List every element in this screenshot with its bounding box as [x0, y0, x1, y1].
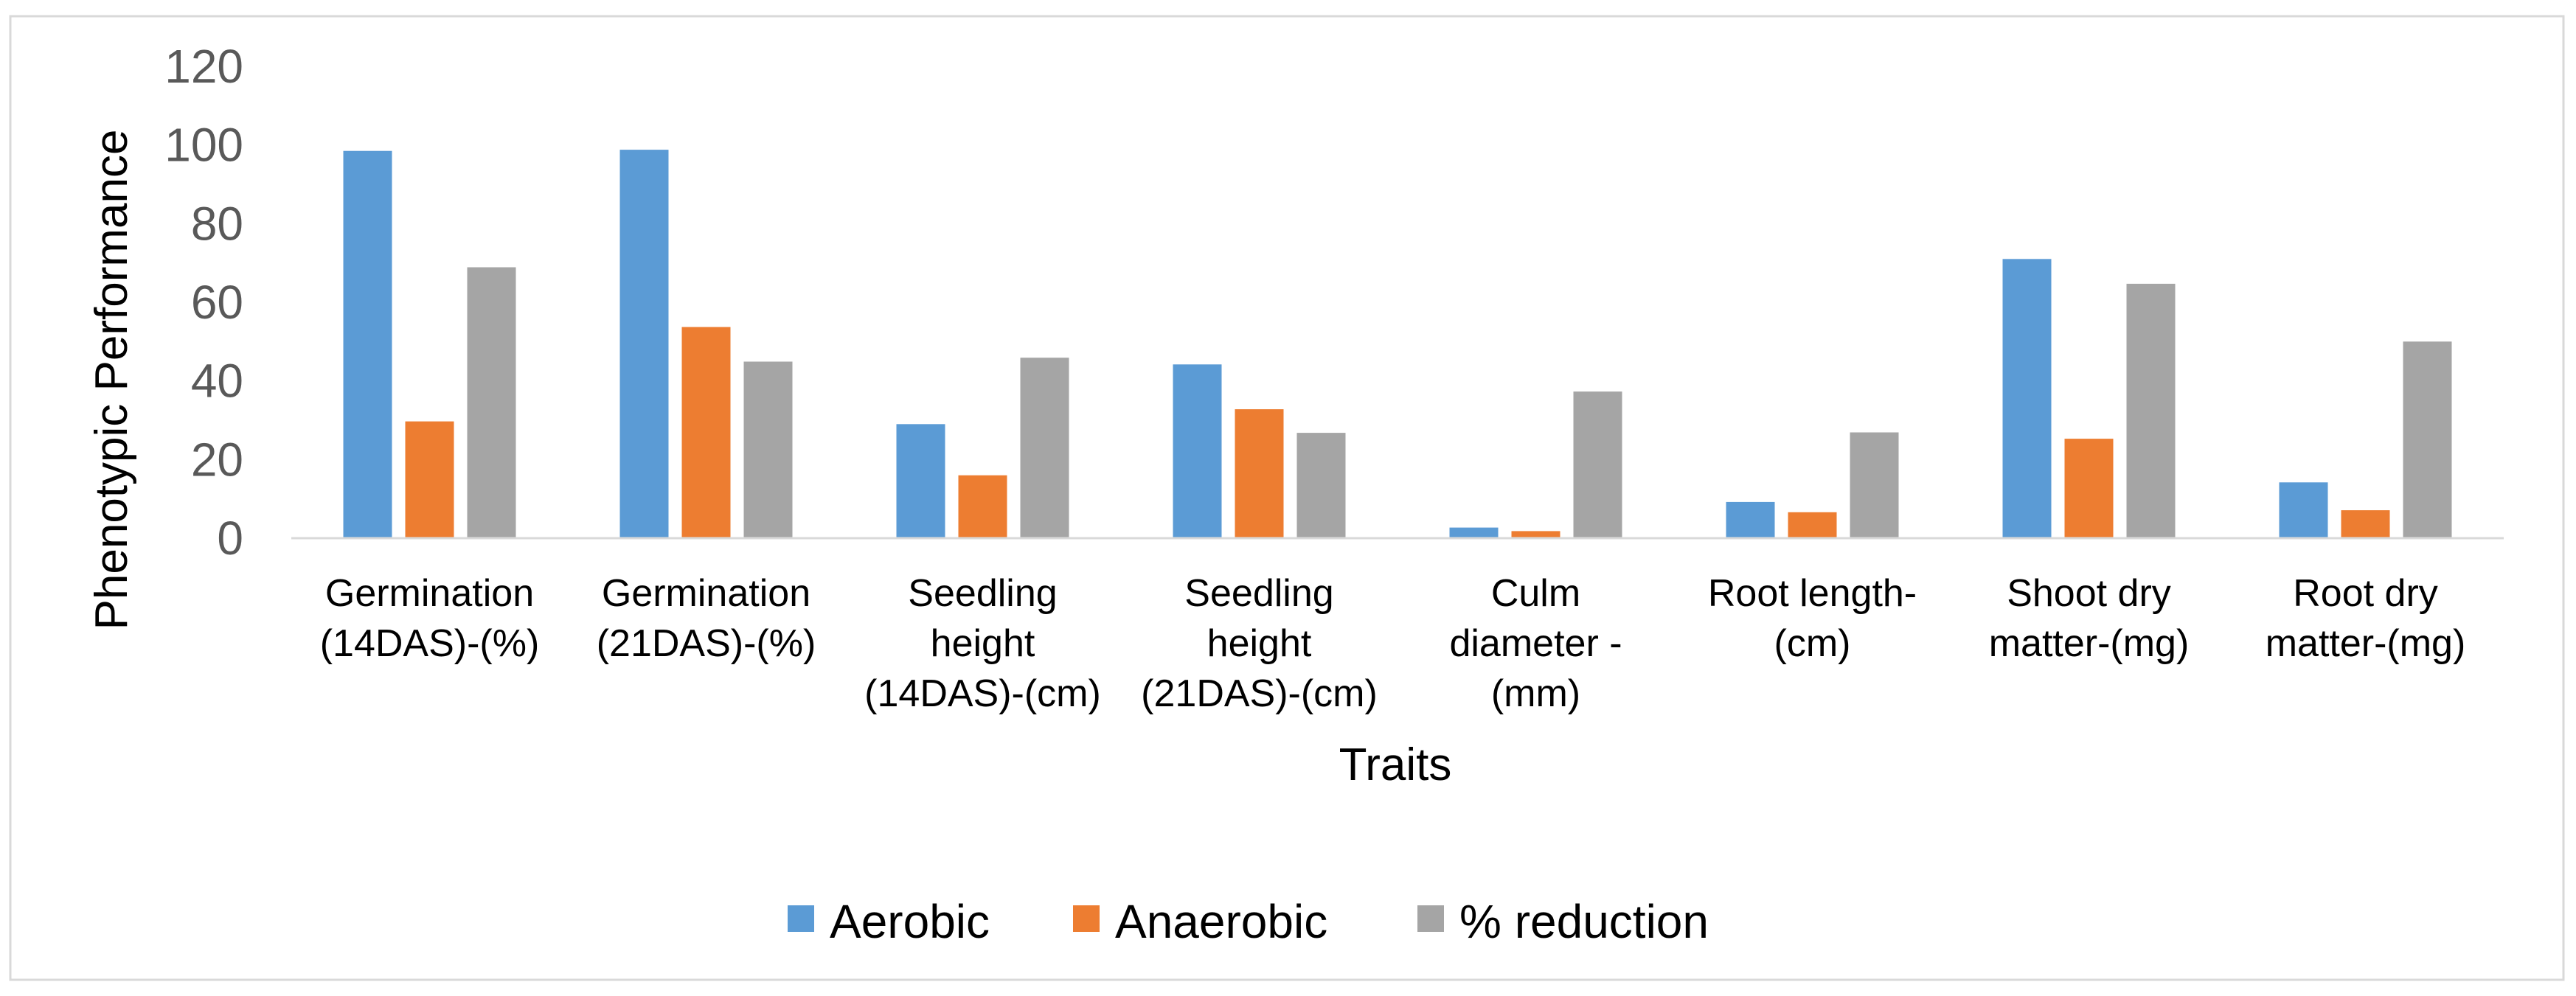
bar-reduction-4 — [1573, 391, 1622, 538]
bar-reduction-1 — [743, 361, 793, 538]
y-axis-title: Phenotypic Performance — [86, 130, 137, 630]
legend-swatch — [1417, 905, 1444, 932]
y-tick-label: 20 — [191, 433, 243, 486]
x-axis-category-labels: Germination (14DAS)-(%) Germination (21DAS)… — [320, 572, 2466, 715]
bar-reduction-6 — [2126, 283, 2176, 538]
x-tick-label: Seedling height (14DAS)-(cm) — [864, 572, 1101, 715]
bar-anaerobic-1 — [681, 327, 731, 538]
x-tick-label-line: (21DAS)-(%) — [597, 622, 816, 665]
legend-label: % reduction — [1459, 895, 1709, 948]
x-tick-label-line: (14DAS)-(cm) — [864, 672, 1101, 715]
x-tick-label-line: Root length- — [1708, 572, 1917, 615]
x-tick-label-line: Shoot dry — [2007, 572, 2171, 615]
bar-aerobic-2 — [896, 424, 945, 538]
bar-anaerobic-6 — [2064, 439, 2114, 538]
x-tick-label-line: diameter - — [1449, 622, 1622, 665]
x-tick-label-line: Seedling — [1184, 572, 1333, 615]
x-tick-label: Root dry matter-(mg) — [2266, 572, 2466, 665]
y-tick-label: 0 — [217, 512, 243, 565]
x-axis-title: Traits — [1339, 739, 1452, 790]
x-tick-label: Germination (14DAS)-(%) — [320, 572, 540, 665]
bar-anaerobic-7 — [2341, 510, 2390, 538]
y-tick-label: 100 — [164, 119, 243, 172]
x-tick-label-line: Germination — [325, 572, 534, 615]
y-tick-label: 40 — [191, 355, 243, 408]
bar-anaerobic-3 — [1235, 409, 1284, 538]
bar-aerobic-3 — [1173, 364, 1222, 538]
bar-reduction-5 — [1850, 432, 1899, 538]
x-tick-label-line: Seedling — [908, 572, 1057, 615]
x-tick-label-line: (21DAS)-(cm) — [1141, 672, 1378, 715]
x-tick-label-line: Germination — [602, 572, 810, 615]
bar-reduction-3 — [1296, 433, 1346, 538]
x-tick-label-line: (mm) — [1491, 672, 1580, 715]
legend: Aerobic Anaerobic % reduction — [788, 895, 1709, 948]
y-tick-label: 120 — [164, 40, 243, 93]
x-tick-label: Shoot dry matter-(mg) — [1989, 572, 2190, 665]
bar-aerobic-7 — [2279, 482, 2328, 538]
bar-reduction-7 — [2403, 341, 2452, 538]
x-tick-label-line: (cm) — [1774, 622, 1851, 665]
legend-swatch — [788, 905, 814, 932]
legend-swatch — [1073, 905, 1100, 932]
x-tick-label-line: height — [1207, 622, 1312, 665]
bar-reduction-0 — [467, 267, 516, 538]
y-tick-label: 80 — [191, 197, 243, 250]
bar-aerobic-4 — [1449, 527, 1499, 538]
chart-border — [9, 15, 2565, 981]
x-tick-label: Seedling height (21DAS)-(cm) — [1141, 572, 1378, 715]
bar-aerobic-5 — [1726, 501, 1775, 538]
x-tick-label-line: height — [931, 622, 1035, 665]
x-tick-label-line: Root dry — [2293, 572, 2438, 615]
bar-anaerobic-2 — [958, 475, 1007, 538]
bar-aerobic-6 — [2002, 259, 2052, 538]
bar-anaerobic-4 — [1511, 531, 1560, 538]
x-tick-label: Root length- (cm) — [1708, 572, 1917, 665]
bar-aerobic-0 — [343, 150, 392, 538]
bar-anaerobic-5 — [1788, 512, 1837, 538]
x-tick-label-line: matter-(mg) — [1989, 622, 2190, 665]
legend-label: Anaerobic — [1115, 895, 1327, 948]
x-tick-label-line: (14DAS)-(%) — [320, 622, 540, 665]
bars — [343, 150, 2452, 539]
x-tick-label: Germination (21DAS)-(%) — [597, 572, 816, 665]
bar-reduction-2 — [1020, 358, 1069, 538]
bar-aerobic-1 — [619, 150, 669, 539]
y-axis-ticks: 0 20 40 60 80 100 120 — [164, 40, 243, 565]
x-tick-label: Culm diameter - (mm) — [1449, 572, 1622, 715]
bar-anaerobic-0 — [405, 421, 454, 538]
x-tick-label-line: matter-(mg) — [2266, 622, 2466, 665]
y-tick-label: 60 — [191, 276, 243, 329]
legend-label: Aerobic — [830, 895, 990, 948]
x-tick-label-line: Culm — [1491, 572, 1580, 615]
